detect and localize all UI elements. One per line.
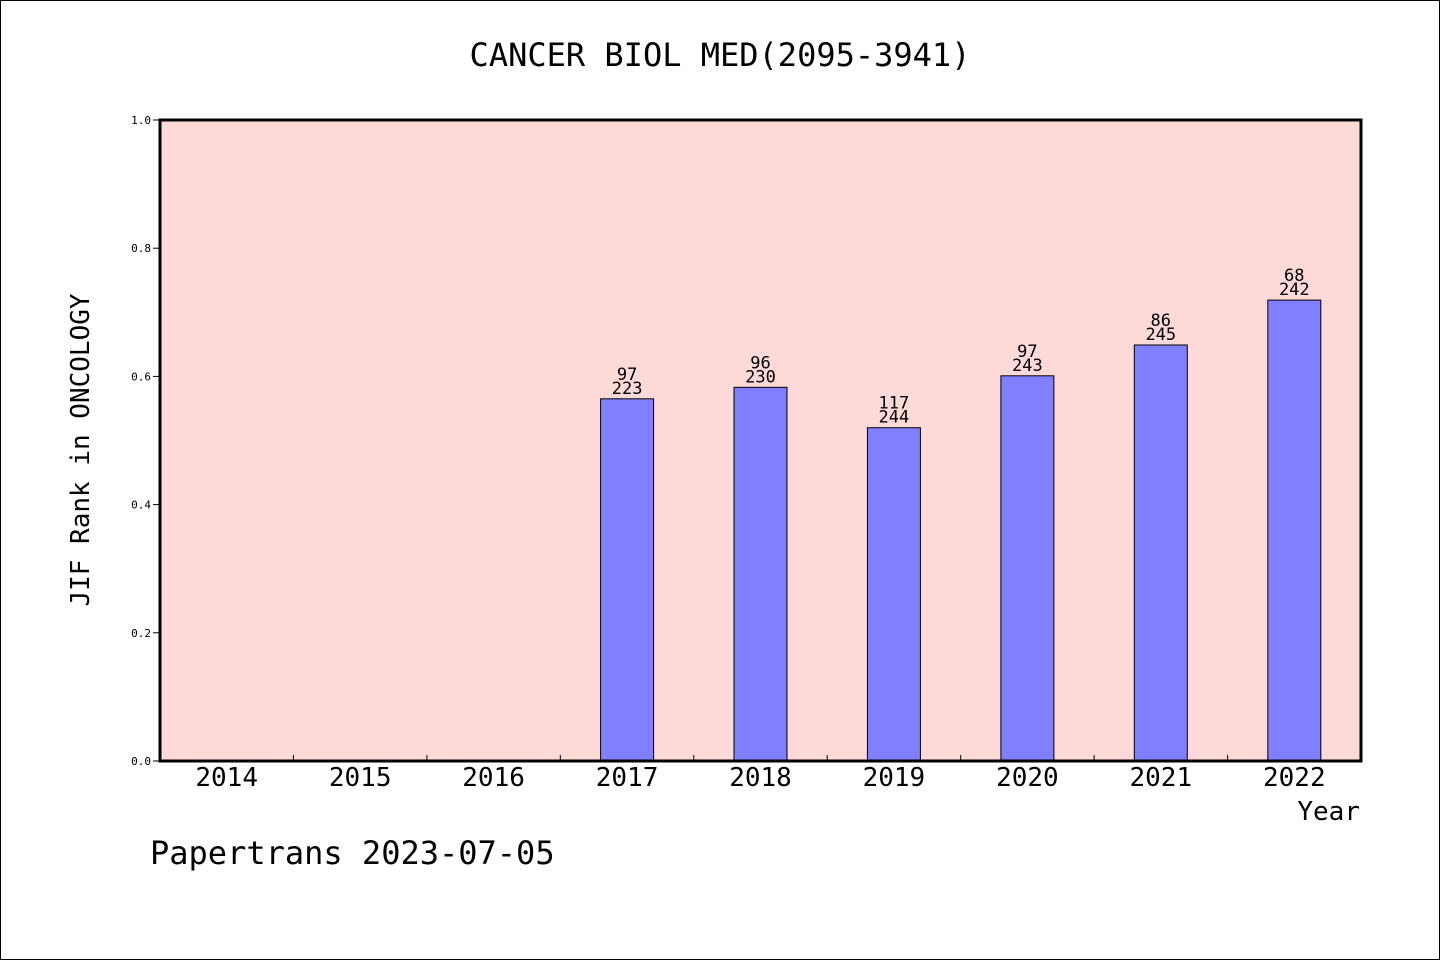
x-tick-label-2019: 2019 — [863, 763, 926, 793]
x-tick-label-2014: 2014 — [195, 763, 258, 793]
y-axis: 0.0 0.2 0.4 0.6 0.8 1.0 — [131, 114, 160, 768]
bar-2020 — [1000, 375, 1055, 762]
bar-2022 — [1267, 299, 1322, 762]
x-tick-label-2018: 2018 — [729, 763, 792, 793]
y-axis-label: JIF Rank in ONCOLOGY — [66, 293, 96, 606]
y-tick-label: 0.2 — [131, 627, 151, 640]
bar-rank-label-2020: 97 — [1017, 342, 1037, 362]
bar-total-label-2018: 230 — [745, 367, 776, 387]
bar-2018 — [733, 386, 788, 762]
y-tick-label: 0.0 — [131, 755, 151, 768]
bar-total-label-2017: 223 — [612, 379, 643, 399]
y-tick-label: 0.6 — [131, 370, 151, 383]
y-tick-label: 0.4 — [131, 499, 151, 512]
y-tick-label: 0.8 — [131, 242, 151, 255]
bar-2017 — [600, 398, 655, 762]
x-tick-label-2015: 2015 — [329, 763, 392, 793]
bar-total-label-2019: 244 — [879, 408, 910, 428]
bar-2021 — [1133, 344, 1188, 762]
bar-total-label-2020: 243 — [1012, 356, 1043, 376]
y-tick-label: 1.0 — [131, 114, 151, 127]
bar-rank-label-2018: 96 — [750, 353, 770, 373]
chart-title: CANCER BIOL MED(2095-3941) — [470, 36, 971, 74]
x-tick-label-2016: 2016 — [462, 763, 525, 793]
x-tick-label-2017: 2017 — [596, 763, 659, 793]
footer-credit: Papertrans 2023-07-05 — [150, 834, 555, 872]
bar-rank-label-2017: 97 — [617, 365, 637, 385]
x-axis-label: Year — [1297, 797, 1360, 827]
x-tick-label-2020: 2020 — [996, 763, 1059, 793]
bars-group — [600, 299, 1322, 762]
bar-total-label-2021: 245 — [1145, 325, 1176, 345]
bar-rank-label-2021: 86 — [1151, 311, 1171, 331]
x-tick-label-2022: 2022 — [1263, 763, 1326, 793]
bar-rank-label-2019: 117 — [879, 394, 910, 414]
plot-border — [158, 118, 1363, 763]
bar-2019 — [866, 427, 921, 762]
bar-rank-label-2022: 68 — [1284, 266, 1304, 286]
bar-total-label-2022: 242 — [1279, 280, 1310, 300]
x-axis: 2014 2015 2016 2017 2018 2019 2020 2021 2022 — [195, 755, 1326, 793]
x-tick-label-2021: 2021 — [1129, 763, 1192, 793]
